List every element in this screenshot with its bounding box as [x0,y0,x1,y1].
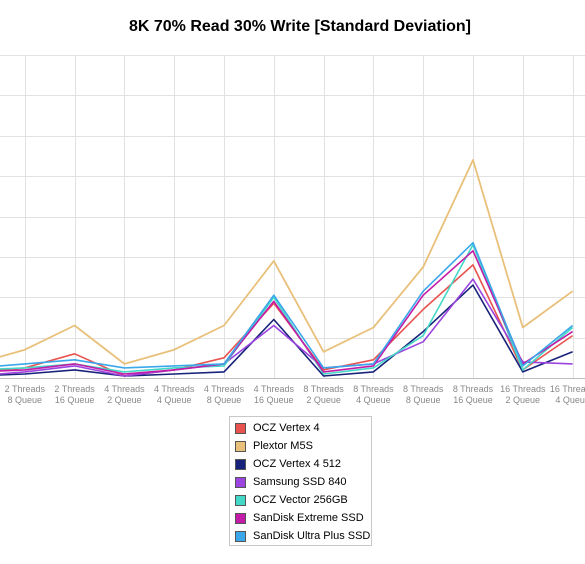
legend-swatch [235,476,246,488]
chart-title: 8K 70% Read 30% Write [Standard Deviatio… [128,18,472,35]
x-tick-label: 2 Threads 8 Queue [5,384,46,405]
x-tick-label: 4 Threads 16 Queue [254,384,295,405]
series-line-plextor-m5s [0,159,574,365]
legend-item-sandisk-extreme-ssd[interactable]: SanDisk Extreme SSD [230,509,371,527]
x-tick-label: 8 Threads 4 Queue [353,384,394,405]
legend-label: SanDisk Extreme SSD [253,512,364,524]
legend-swatch [235,458,246,470]
x-tick-label: 16 Threads 2 Queue [500,384,546,405]
series-line-ocz-vertex-4-512 [0,284,573,377]
legend-swatch [235,512,246,524]
legend-item-plextor-m5s[interactable]: Plextor M5S [230,437,371,455]
x-tick-label: 8 Threads 16 Queue [453,384,494,405]
legend-swatch [235,422,246,434]
legend-label: Plextor M5S [253,440,313,452]
x-tick-label: 2 Threads 16 Queue [54,384,95,405]
series-line-samsung-ssd-840 [0,278,573,377]
legend-item-sandisk-ultra-plus-ssd[interactable]: SanDisk Ultra Plus SSD [230,527,371,545]
x-tick-label: 8 Threads 2 Queue [303,384,344,405]
legend-label: SanDisk Ultra Plus SSD [253,530,371,542]
legend-label: OCZ Vertex 4 [253,422,320,434]
legend-label: Samsung SSD 840 [253,476,347,488]
x-tick-label: 4 Threads 4 Queue [154,384,195,405]
x-tick-label: 8 Threads 8 Queue [403,384,444,405]
legend-label: OCZ Vector 256GB [253,494,348,506]
legend-item-samsung-ssd-840[interactable]: Samsung SSD 840 [230,473,371,491]
series-line-sandisk-extreme-ssd [0,250,574,375]
series-line-sandisk-ultra-plus-ssd [0,241,574,369]
x-tick-label: 4 Threads 8 Queue [204,384,245,405]
chart-legend: OCZ Vertex 4 Plextor M5S OCZ Vertex 4 51… [229,416,372,546]
x-tick-label: 4 Threads 2 Queue [104,384,145,405]
legend-label: OCZ Vertex 4 512 [253,458,342,470]
legend-item-ocz-vertex-4-512[interactable]: OCZ Vertex 4 512 [230,455,371,473]
legend-item-ocz-vertex-4[interactable]: OCZ Vertex 4 [230,419,371,437]
legend-swatch [235,530,246,542]
legend-swatch [235,440,246,452]
series-line-ocz-vertex-4 [0,264,574,377]
legend-item-ocz-vector-256gb[interactable]: OCZ Vector 256GB [230,491,371,509]
legend-swatch [235,494,246,506]
